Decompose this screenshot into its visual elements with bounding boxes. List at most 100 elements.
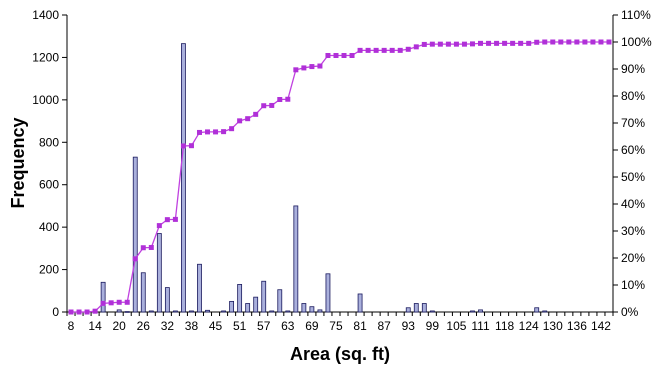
frequency-bar bbox=[421, 303, 427, 313]
cumulative-line bbox=[68, 39, 612, 315]
cumulative-point bbox=[245, 116, 251, 122]
cumulative-point bbox=[156, 223, 162, 229]
left-y-tick-label: 400 bbox=[39, 220, 59, 234]
cumulative-point bbox=[373, 47, 379, 53]
left-y-tick-label: 1000 bbox=[32, 93, 59, 107]
frequency-bar bbox=[405, 307, 411, 313]
right-y-tick-label: 70% bbox=[621, 116, 645, 130]
cumulative-point bbox=[453, 41, 459, 47]
x-tick-label: 69 bbox=[305, 319, 319, 333]
left-y-ticks: 0 200 400 600 800 1000 1200 1400 bbox=[32, 8, 67, 319]
frequency-bar bbox=[429, 310, 435, 313]
frequency-bar bbox=[148, 310, 154, 313]
frequency-bar bbox=[261, 280, 267, 313]
cumulative-point bbox=[229, 126, 235, 132]
frequency-bar bbox=[100, 281, 106, 313]
cumulative-point bbox=[196, 129, 202, 135]
x-tick-label: 8 bbox=[68, 319, 75, 333]
frequency-bar bbox=[156, 233, 162, 313]
x-tick-label: 81 bbox=[353, 319, 367, 333]
cumulative-point bbox=[518, 40, 524, 46]
cumulative-point bbox=[180, 143, 186, 149]
frequency-bar bbox=[309, 306, 315, 313]
frequency-bar bbox=[413, 303, 419, 313]
cumulative-point bbox=[550, 39, 556, 45]
x-ticks: 8 14 20 26 32 38 45 51 57 63 69 75 81 87 93 99 105 111 118… bbox=[66, 312, 614, 333]
cumulative-point bbox=[478, 40, 484, 46]
cumulative-point bbox=[381, 47, 387, 53]
right-y-tick-label: 60% bbox=[621, 143, 645, 157]
cumulative-point bbox=[237, 118, 243, 124]
plot-frame bbox=[66, 15, 614, 313]
left-y-tick-label: 0 bbox=[52, 305, 59, 319]
cumulative-point bbox=[357, 47, 363, 53]
x-tick-label: 75 bbox=[329, 319, 343, 333]
frequency-bar bbox=[205, 309, 210, 313]
left-y-tick-label: 600 bbox=[39, 178, 59, 192]
cumulative-point bbox=[526, 40, 532, 46]
cumulative-point bbox=[413, 44, 419, 50]
x-tick-label: 32 bbox=[161, 319, 175, 333]
left-y-tick-label: 800 bbox=[39, 135, 59, 149]
cumulative-point bbox=[502, 40, 508, 46]
cumulative-point bbox=[461, 41, 467, 47]
cumulative-point bbox=[108, 300, 114, 306]
frequency-bar bbox=[253, 296, 259, 313]
cumulative-point bbox=[421, 41, 427, 47]
x-tick-label: 124 bbox=[519, 319, 539, 333]
cumulative-point bbox=[598, 39, 604, 45]
cumulative-point bbox=[590, 39, 596, 45]
right-y-ticks: 0% 10% 20% 30% 40% 50% 60% 70% 80% 90% 100% 110% bbox=[613, 8, 652, 319]
left-y-tick-label: 200 bbox=[39, 263, 59, 277]
cumulative-point bbox=[188, 143, 194, 149]
cumulative-point bbox=[164, 217, 170, 223]
x-axis-title: Area (sq. ft) bbox=[290, 344, 390, 364]
x-tick-label: 57 bbox=[257, 319, 271, 333]
right-y-tick-label: 10% bbox=[621, 278, 645, 292]
x-tick-label: 51 bbox=[233, 319, 247, 333]
cumulative-point bbox=[566, 39, 572, 45]
cumulative-point bbox=[172, 216, 178, 222]
frequency-bar bbox=[478, 309, 483, 313]
frequency-bar bbox=[293, 205, 299, 313]
cumulative-point bbox=[317, 63, 323, 69]
cumulative-point bbox=[116, 299, 122, 305]
cumulative-point bbox=[341, 53, 347, 58]
frequency-bar bbox=[116, 309, 122, 313]
cumulative-point bbox=[100, 300, 106, 306]
cumulative-point bbox=[429, 41, 435, 47]
cumulative-point bbox=[606, 39, 612, 45]
frequency-bar bbox=[124, 311, 130, 313]
x-tick-label: 63 bbox=[281, 319, 295, 333]
x-tick-label: 118 bbox=[495, 319, 514, 333]
right-y-tick-label: 20% bbox=[621, 251, 645, 265]
frequency-bar bbox=[221, 310, 226, 313]
cumulative-point bbox=[124, 299, 130, 305]
cumulative-point bbox=[205, 129, 211, 135]
cumulative-point bbox=[293, 67, 299, 73]
cumulative-point bbox=[542, 39, 548, 45]
x-tick-label: 20 bbox=[113, 319, 127, 333]
frequency-bar bbox=[285, 310, 291, 313]
right-y-tick-label: 50% bbox=[621, 170, 645, 184]
cumulative-point bbox=[309, 64, 315, 70]
x-tick-label: 130 bbox=[543, 319, 563, 333]
right-y-tick-label: 90% bbox=[621, 62, 645, 76]
frequency-bar bbox=[245, 303, 251, 313]
cumulative-point bbox=[437, 41, 443, 47]
frequency-bar bbox=[140, 272, 146, 313]
right-y-tick-label: 30% bbox=[621, 224, 645, 238]
cumulative-point bbox=[389, 47, 395, 53]
cumulative-percent-line bbox=[71, 41, 609, 313]
cumulative-point bbox=[140, 245, 146, 251]
frequency-bar bbox=[189, 310, 194, 313]
cumulative-point bbox=[333, 53, 339, 58]
cumulative-point bbox=[349, 53, 355, 58]
cumulative-point bbox=[558, 39, 564, 45]
x-tick-label: 93 bbox=[402, 319, 416, 333]
x-tick-label: 105 bbox=[446, 319, 466, 333]
x-tick-label: 111 bbox=[471, 319, 490, 333]
frequency-bar bbox=[301, 303, 307, 313]
cumulative-point bbox=[92, 308, 98, 314]
